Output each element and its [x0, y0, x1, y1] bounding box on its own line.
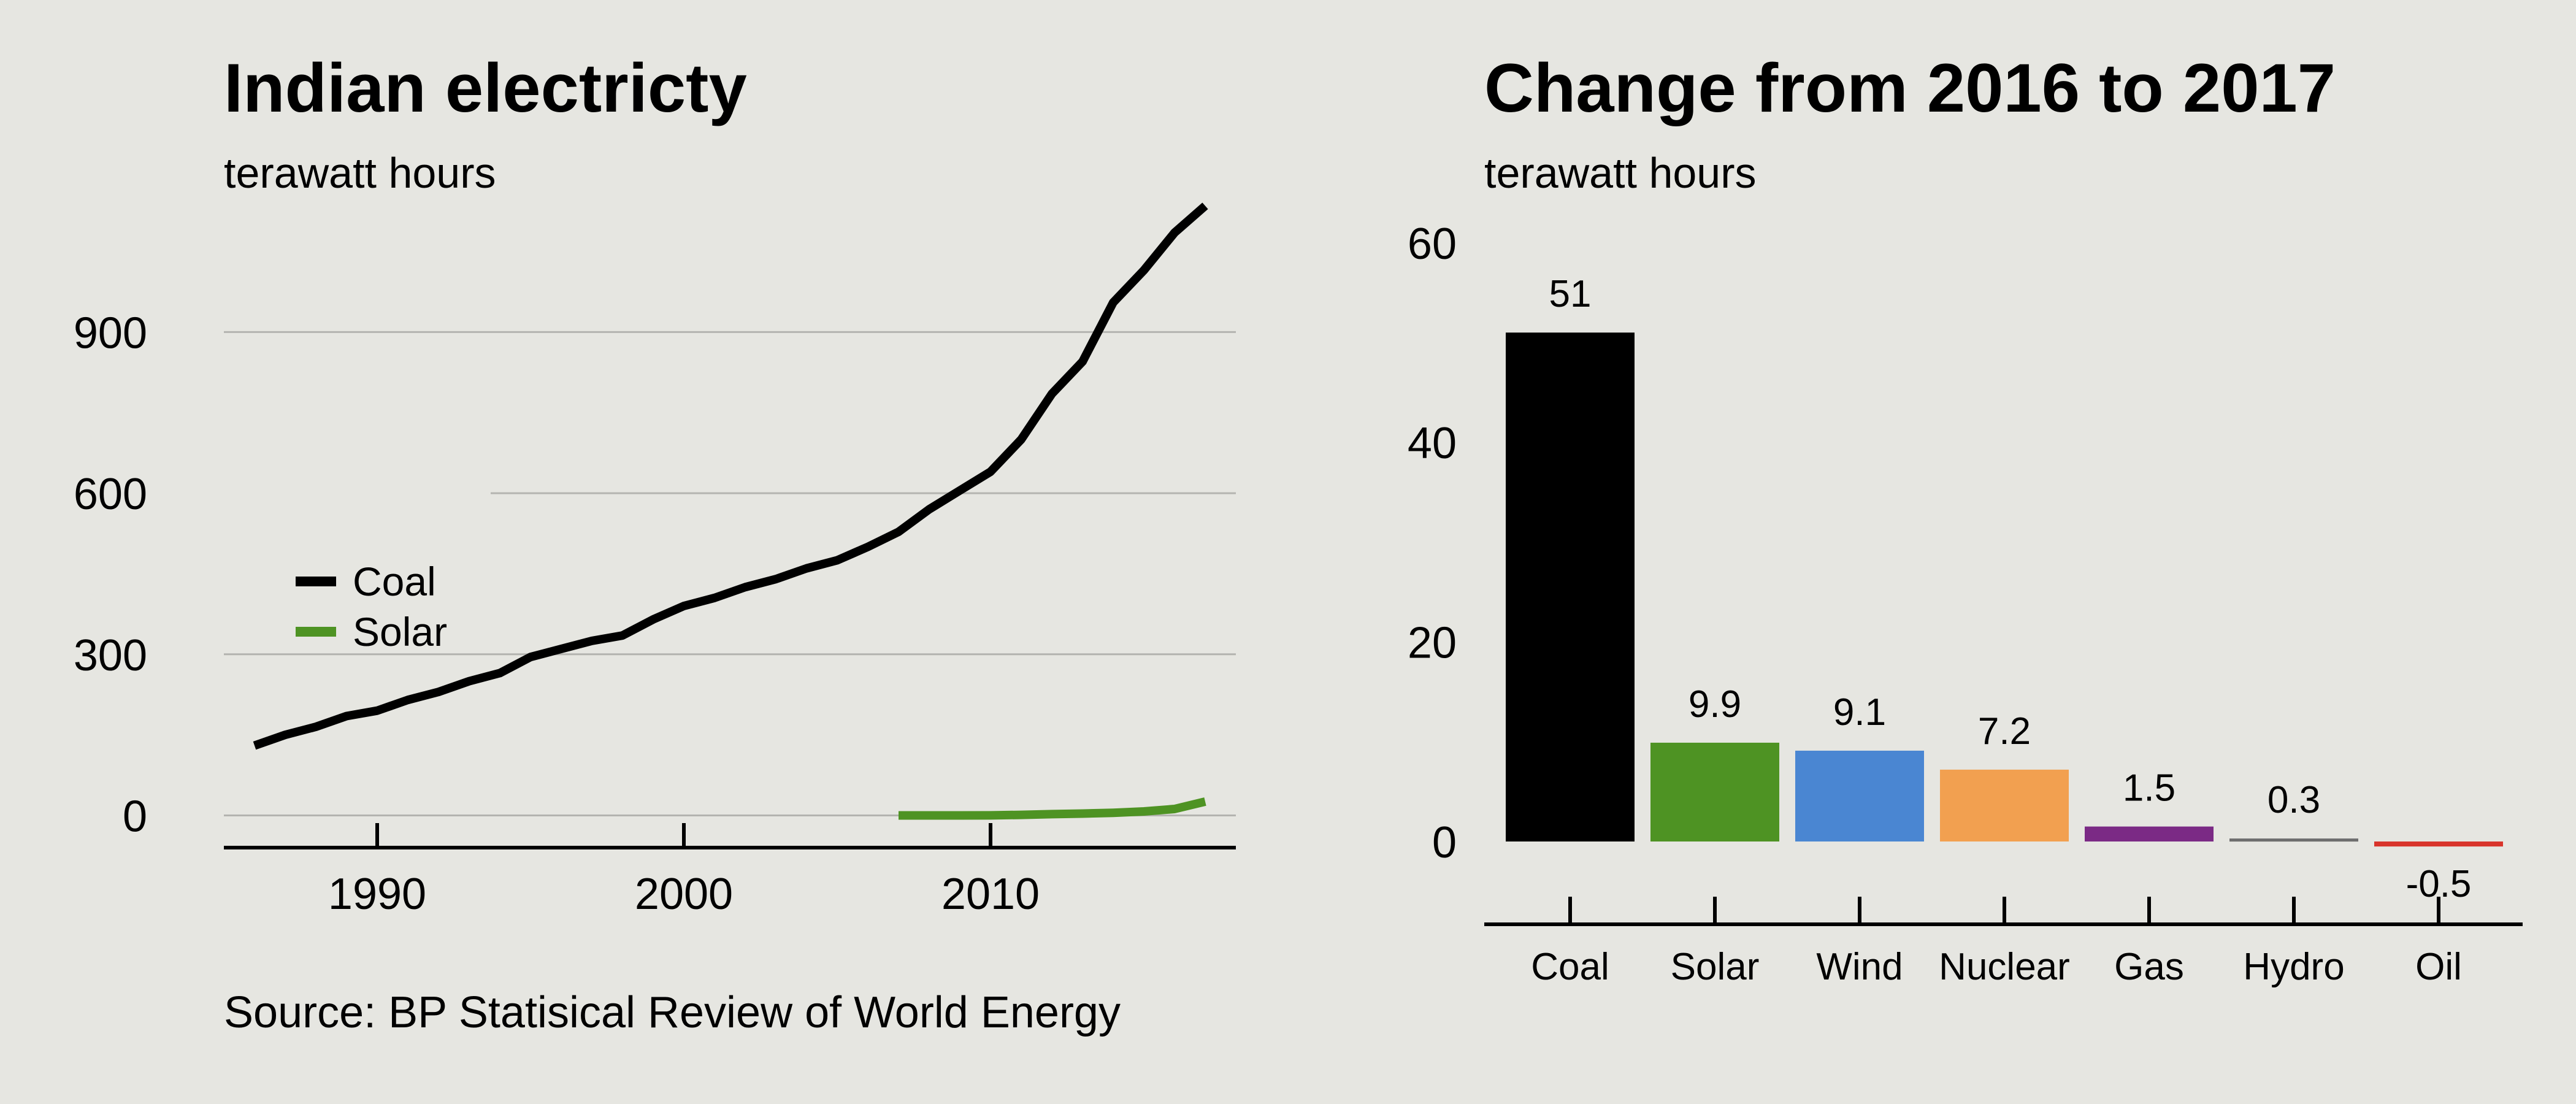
bar-wind	[1795, 750, 1924, 841]
y-tick-label: 900	[74, 309, 147, 358]
legend-label-solar: Solar	[353, 609, 447, 654]
left-chart-title: Indian electricty	[224, 50, 747, 126]
series-line-solar	[899, 797, 1206, 820]
category-label-solar: Solar	[1671, 946, 1760, 988]
category-label-coal: Coal	[1531, 946, 1609, 988]
left-chart-subtitle: terawatt hours	[224, 149, 496, 197]
data-label-wind: 9.1	[1833, 691, 1886, 734]
left-series	[253, 202, 1208, 820]
category-label-wind: Wind	[1816, 946, 1903, 988]
y-tick-label: 40	[1408, 419, 1457, 468]
category-label-gas: Gas	[2114, 946, 2184, 988]
x-tick-label: 2010	[941, 870, 1040, 919]
right-x-axis: Coal Solar Wind Nuclear Gas Hydro Oil	[1484, 897, 2523, 988]
series-line-coal	[253, 202, 1208, 750]
y-tick-label: 600	[74, 470, 147, 519]
category-label-nuclear: Nuclear	[1939, 946, 2070, 988]
category-label-hydro: Hydro	[2243, 946, 2344, 988]
y-tick-label: 60	[1408, 220, 1457, 269]
data-label-nuclear: 7.2	[1978, 710, 2031, 753]
data-label-hydro: 0.3	[2267, 779, 2320, 821]
bar-hydro	[2229, 838, 2358, 842]
y-tick-label: 300	[74, 631, 147, 680]
x-tick-label: 2000	[635, 870, 733, 919]
data-label-gas: 1.5	[2123, 767, 2175, 810]
left-x-axis: 1990 2000 2010	[224, 823, 1236, 919]
right-chart-title: Change from 2016 to 2017	[1484, 50, 2336, 126]
left-chart: Indian electricty terawatt hours 0 300 600…	[74, 50, 1236, 1037]
bar-coal	[1506, 332, 1635, 841]
legend: Coal Solar	[296, 559, 447, 654]
category-label-oil: Oil	[2415, 946, 2462, 988]
x-tick-label: 1990	[328, 870, 426, 919]
y-tick-label: 0	[123, 792, 147, 841]
source-note: Source: BP Statisical Review of World En…	[224, 988, 1121, 1037]
right-chart: Change from 2016 to 2017 terawatt hours …	[1408, 50, 2523, 988]
data-label-solar: 9.9	[1689, 683, 1741, 726]
left-y-axis: 0 300 600 900	[74, 309, 147, 841]
bar-gas	[2085, 826, 2214, 841]
y-tick-label: 20	[1408, 619, 1457, 668]
bar-solar	[1650, 742, 1779, 841]
legend-label-coal: Coal	[353, 559, 436, 604]
right-y-axis: 0 20 40 60	[1408, 220, 1457, 867]
bar-oil	[2374, 841, 2503, 847]
bar-nuclear	[1940, 769, 2069, 841]
right-chart-subtitle: terawatt hours	[1484, 149, 1757, 197]
y-tick-label: 0	[1432, 818, 1457, 867]
right-bars: 519.9 9.1 7.21.5 0.3-0.5	[1506, 273, 2503, 905]
data-label-coal: 51	[1549, 273, 1592, 315]
